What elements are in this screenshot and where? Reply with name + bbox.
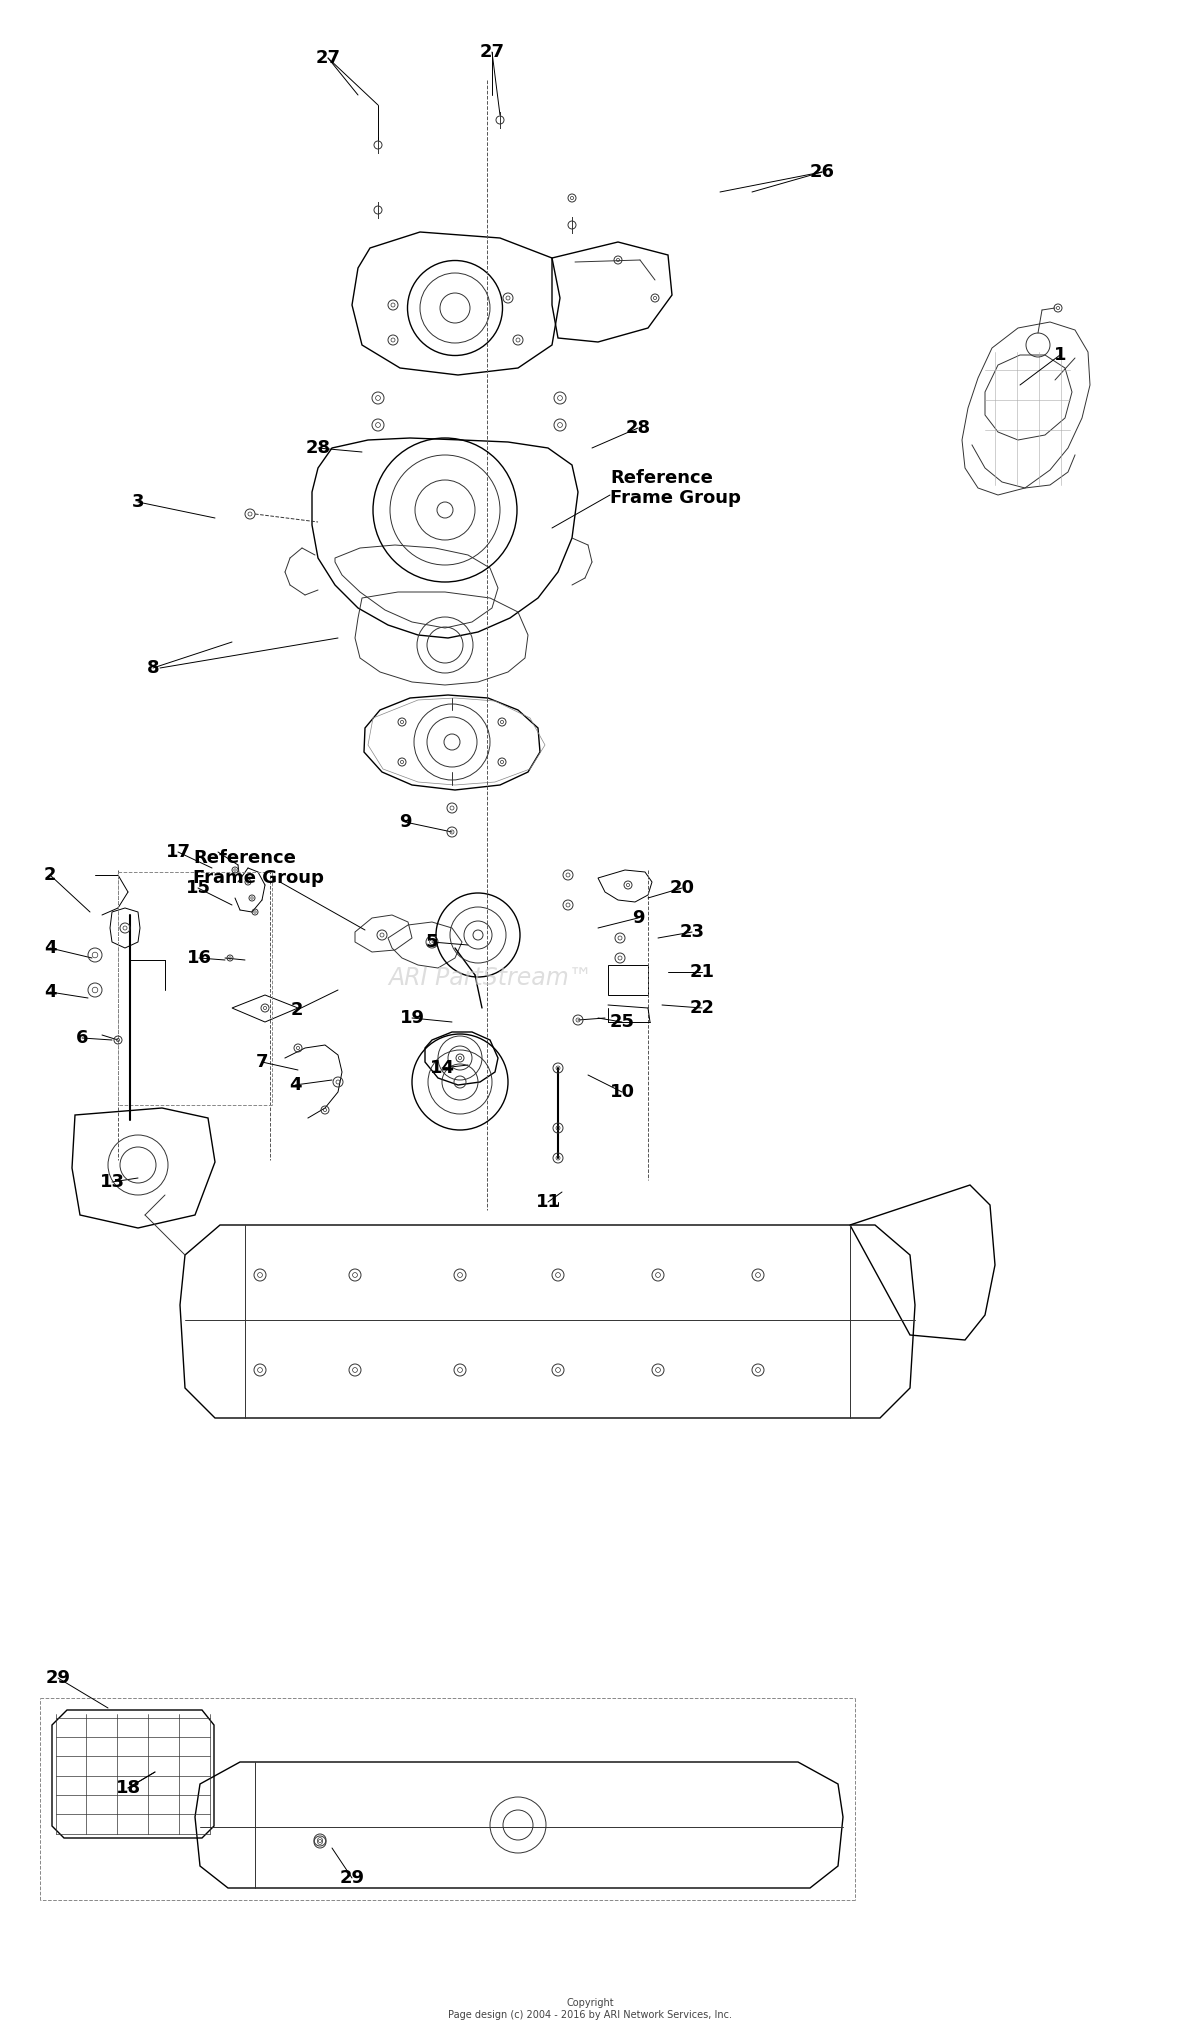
Text: 2: 2 <box>290 1002 303 1018</box>
Text: 8: 8 <box>146 660 159 678</box>
Text: 11: 11 <box>536 1193 560 1211</box>
Text: 28: 28 <box>625 419 650 438</box>
Text: 1: 1 <box>1054 346 1067 364</box>
Text: 4: 4 <box>44 939 57 957</box>
Text: 14: 14 <box>430 1059 454 1077</box>
Text: 25: 25 <box>610 1014 635 1030</box>
Text: 15: 15 <box>185 880 210 898</box>
Text: 21: 21 <box>689 963 715 981</box>
Text: 16: 16 <box>186 949 211 967</box>
Text: 4: 4 <box>289 1075 301 1093</box>
Text: 23: 23 <box>680 922 704 941</box>
Text: 3: 3 <box>132 493 144 511</box>
Text: 5: 5 <box>426 932 438 951</box>
Text: Reference
Frame Group: Reference Frame Group <box>194 849 323 888</box>
Text: 9: 9 <box>399 812 412 831</box>
Text: 2: 2 <box>44 865 57 884</box>
Text: 18: 18 <box>116 1779 140 1798</box>
Text: 10: 10 <box>610 1083 635 1101</box>
Text: 7: 7 <box>256 1053 268 1071</box>
Text: 20: 20 <box>669 880 695 898</box>
Text: ARI PartStream™: ARI PartStream™ <box>388 965 592 989</box>
Text: 4: 4 <box>44 983 57 1002</box>
Text: 27: 27 <box>479 43 505 61</box>
Text: 9: 9 <box>631 908 644 926</box>
Text: 19: 19 <box>400 1010 425 1026</box>
Text: 26: 26 <box>809 163 834 181</box>
Text: 27: 27 <box>315 49 341 67</box>
Text: 6: 6 <box>76 1028 88 1047</box>
Text: 22: 22 <box>689 1000 715 1018</box>
Text: 28: 28 <box>306 440 330 456</box>
Text: 13: 13 <box>99 1173 125 1191</box>
Text: 17: 17 <box>165 843 190 861</box>
Text: Reference
Frame Group: Reference Frame Group <box>610 468 741 507</box>
Text: Copyright
Page design (c) 2004 - 2016 by ARI Network Services, Inc.: Copyright Page design (c) 2004 - 2016 by… <box>448 1999 732 2020</box>
Text: 29: 29 <box>46 1670 71 1688</box>
Text: 29: 29 <box>340 1869 365 1887</box>
